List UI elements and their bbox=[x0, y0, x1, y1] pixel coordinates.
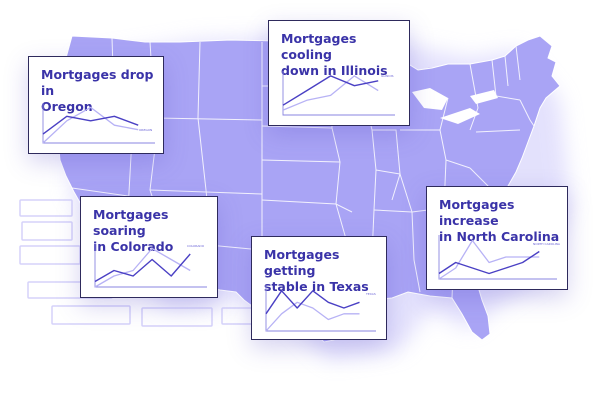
card-title: Mortgages getting stable in Texas bbox=[264, 247, 386, 295]
chart-series-label: TEXAS bbox=[365, 292, 376, 296]
series-line-secondary bbox=[94, 247, 191, 288]
series-line-secondary bbox=[438, 239, 540, 280]
card-title-line-2: Oregon bbox=[41, 99, 93, 114]
card-title-line-2: in North Carolina bbox=[439, 229, 560, 244]
chart-axis bbox=[282, 71, 395, 116]
mini-line-chart: COLORADO bbox=[94, 243, 207, 288]
card-title-line-1: Mortgages increase bbox=[439, 197, 515, 228]
card-title-line-1: Mortgages getting bbox=[264, 247, 340, 278]
series-line-primary bbox=[438, 250, 540, 275]
chart-axis bbox=[42, 103, 155, 144]
mini-line-chart: NORTH CAROLINA bbox=[438, 235, 561, 280]
chart-card-colorado: Mortgages soaring in Colorado COLORADO bbox=[80, 196, 218, 298]
card-title-line-2: in Colorado bbox=[93, 239, 174, 254]
series-line-primary bbox=[265, 290, 360, 315]
card-title: Mortgages increase in North Carolina bbox=[439, 197, 567, 245]
card-title-line-1: Mortgages drop in bbox=[41, 67, 154, 98]
series-line-secondary bbox=[265, 301, 360, 332]
chart-card-illinois: Mortgages cooling down in Illinois ILLIN… bbox=[268, 20, 410, 126]
series-line-primary bbox=[42, 115, 139, 135]
chart-series-label: COLORADO bbox=[187, 244, 205, 248]
chart-series-label: OREGON bbox=[139, 128, 152, 132]
series-line-primary bbox=[94, 253, 191, 283]
mini-line-chart: TEXAS bbox=[265, 285, 376, 332]
series-line-primary bbox=[282, 75, 379, 106]
mini-line-chart: OREGON bbox=[42, 103, 155, 144]
series-line-secondary bbox=[282, 75, 379, 111]
chart-card-oregon: Mortgages drop in Oregon OREGON bbox=[28, 56, 164, 154]
card-title: Mortgages soaring in Colorado bbox=[93, 207, 217, 255]
chart-series-label: ILLINOIS bbox=[381, 74, 394, 78]
series-line-secondary bbox=[42, 106, 139, 144]
card-title-line-1: Mortgages soaring bbox=[93, 207, 169, 238]
card-title: Mortgages drop in Oregon bbox=[41, 67, 163, 115]
card-title-line-2: stable in Texas bbox=[264, 279, 369, 294]
mini-line-chart: ILLINOIS bbox=[282, 71, 395, 116]
chart-card-north-carolina: Mortgages increase in North Carolina NOR… bbox=[426, 186, 568, 290]
chart-series-label: NORTH CAROLINA bbox=[533, 242, 561, 246]
card-title-line-1: Mortgages cooling bbox=[281, 31, 357, 62]
chart-card-texas: Mortgages getting stable in Texas TEXAS bbox=[251, 236, 387, 340]
card-title: Mortgages cooling down in Illinois bbox=[281, 31, 409, 79]
card-title-line-2: down in Illinois bbox=[281, 63, 388, 78]
